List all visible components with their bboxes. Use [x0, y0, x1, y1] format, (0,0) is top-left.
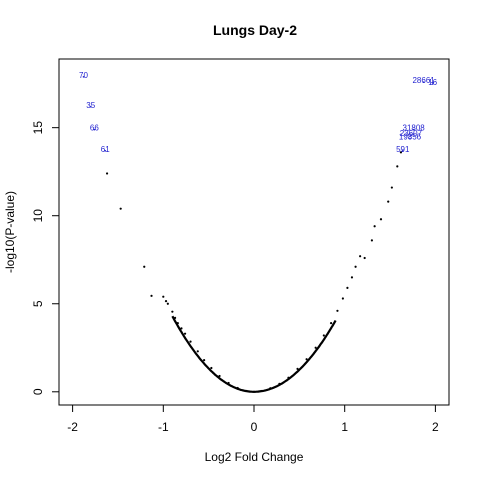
data-point: [354, 265, 357, 268]
plot-frame: [58, 58, 450, 406]
x-tick-label: 1: [341, 420, 348, 434]
data-point: [227, 381, 230, 385]
y-axis: 0 5 10 15: [31, 121, 60, 395]
data-point: [171, 310, 174, 313]
data-point: [245, 389, 248, 393]
data-point: [370, 239, 374, 242]
labeled-point: [431, 83, 434, 85]
data-point: [183, 332, 187, 335]
x-tick-label: -1: [158, 420, 169, 434]
y-tick-label: 15: [31, 121, 45, 135]
point-label: 66: [90, 124, 99, 133]
data-point: [189, 340, 192, 343]
data-point: [180, 327, 183, 330]
data-point: [176, 322, 179, 325]
data-point: [350, 276, 354, 279]
point-label: 591: [396, 145, 410, 154]
data-point: [329, 322, 333, 325]
y-tick-label: 5: [31, 300, 45, 307]
labeled-point: [422, 81, 425, 83]
point-label: 31808: [403, 124, 426, 133]
data-point: [150, 294, 153, 297]
data-point: [296, 367, 299, 371]
data-point: [346, 286, 349, 290]
labeled-point: [82, 76, 85, 78]
x-tick-label: 0: [251, 420, 258, 434]
data-point: [119, 207, 122, 210]
labeled-point: [401, 150, 404, 152]
x-axis: -2 -1 0 1 2: [67, 404, 439, 434]
point-label: 28661: [412, 76, 435, 85]
labeled-point: [89, 105, 92, 108]
data-point: [166, 302, 169, 305]
data-point: [336, 309, 339, 312]
point-label: 70: [79, 71, 88, 80]
labeled-point: [410, 134, 412, 136]
data-point: [373, 225, 376, 228]
data-point: [105, 172, 109, 175]
data-point: [252, 390, 256, 393]
data-point: [359, 255, 362, 258]
data-point: [269, 387, 272, 390]
point-label: 19856: [399, 132, 422, 141]
data-point: [162, 295, 165, 298]
data-point: [278, 382, 281, 385]
y-tick-label: 10: [31, 209, 45, 223]
x-tick-label: 2: [432, 420, 439, 434]
data-point: [218, 374, 221, 378]
labeled-point: [409, 137, 411, 140]
labeled-point: [104, 150, 107, 152]
data-point: [399, 151, 403, 154]
chart-title: Lungs Day-2: [213, 22, 297, 38]
data-point: [164, 300, 168, 303]
point-label: 35: [86, 101, 95, 110]
data-point: [314, 346, 317, 349]
data-point: [203, 358, 206, 362]
data-point: [287, 376, 290, 379]
y-tick-label: 0: [31, 388, 45, 395]
x-tick-label: -2: [67, 420, 78, 434]
data-point: [173, 316, 177, 319]
data-point: [387, 200, 390, 203]
labeled-point: [93, 128, 96, 131]
data-point: [305, 358, 308, 361]
data-points: [105, 151, 403, 393]
point-cloud: [171, 315, 337, 393]
data-point: [363, 256, 366, 260]
data-point: [236, 386, 239, 390]
data-point: [322, 334, 325, 337]
x-axis-label: Log2 Fold Change: [205, 450, 304, 464]
data-point: [196, 350, 199, 353]
data-point: [143, 265, 146, 268]
data-point: [379, 218, 383, 221]
point-label: 61: [101, 145, 110, 154]
data-point: [210, 366, 213, 370]
data-point: [260, 389, 263, 393]
point-label: 16: [428, 78, 437, 87]
point-label: 23607: [400, 129, 423, 138]
labeled-point: [412, 128, 415, 131]
data-point: [341, 297, 344, 300]
data-point: [396, 165, 399, 168]
data-point: [390, 186, 393, 189]
y-axis-label: -log10(P-value): [3, 191, 17, 273]
